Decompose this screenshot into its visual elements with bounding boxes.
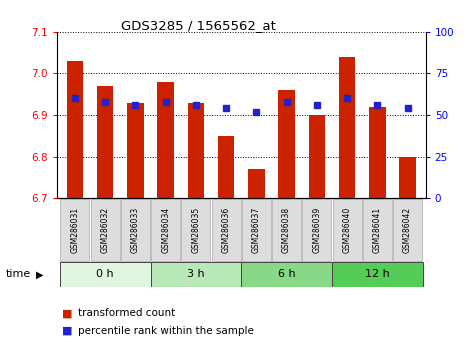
Bar <box>302 199 332 261</box>
Bar <box>248 169 265 198</box>
Bar <box>242 199 271 261</box>
Text: GSM286039: GSM286039 <box>312 207 321 253</box>
Text: 12 h: 12 h <box>365 269 390 279</box>
Bar <box>393 199 422 261</box>
Bar <box>278 90 295 198</box>
Bar <box>151 199 180 261</box>
Text: GSM286032: GSM286032 <box>101 207 110 253</box>
Text: GSM286037: GSM286037 <box>252 207 261 253</box>
Bar <box>308 115 325 198</box>
Bar <box>150 262 241 287</box>
Text: GSM286035: GSM286035 <box>192 207 201 253</box>
Bar <box>241 262 332 287</box>
Text: ■: ■ <box>61 308 72 318</box>
Text: GSM286041: GSM286041 <box>373 207 382 253</box>
Bar <box>61 199 89 261</box>
Text: GSM286042: GSM286042 <box>403 207 412 253</box>
Text: time: time <box>6 269 31 279</box>
Text: GSM286034: GSM286034 <box>161 207 170 253</box>
Bar <box>363 199 392 261</box>
Bar <box>97 86 114 198</box>
Bar <box>181 199 210 261</box>
Bar <box>188 103 204 198</box>
Bar <box>158 82 174 198</box>
Bar <box>60 262 150 287</box>
Text: GSM286033: GSM286033 <box>131 207 140 253</box>
Bar <box>332 262 423 287</box>
Bar <box>121 199 150 261</box>
Bar <box>399 157 416 198</box>
Text: GSM286040: GSM286040 <box>342 207 351 253</box>
Text: ■: ■ <box>61 326 72 336</box>
Bar <box>127 103 144 198</box>
Text: GDS3285 / 1565562_at: GDS3285 / 1565562_at <box>121 19 276 33</box>
Text: 6 h: 6 h <box>278 269 296 279</box>
Text: transformed count: transformed count <box>78 308 175 318</box>
Bar <box>339 57 355 198</box>
Bar <box>67 61 83 198</box>
Bar <box>272 199 301 261</box>
Text: ▶: ▶ <box>35 269 43 279</box>
Bar <box>218 136 235 198</box>
Text: 3 h: 3 h <box>187 269 205 279</box>
Text: percentile rank within the sample: percentile rank within the sample <box>78 326 254 336</box>
Text: GSM286036: GSM286036 <box>222 207 231 253</box>
Bar <box>333 199 361 261</box>
Bar <box>369 107 385 198</box>
Bar <box>91 199 120 261</box>
Text: GSM286038: GSM286038 <box>282 207 291 253</box>
Bar <box>211 199 241 261</box>
Text: GSM286031: GSM286031 <box>70 207 79 253</box>
Text: 0 h: 0 h <box>96 269 114 279</box>
